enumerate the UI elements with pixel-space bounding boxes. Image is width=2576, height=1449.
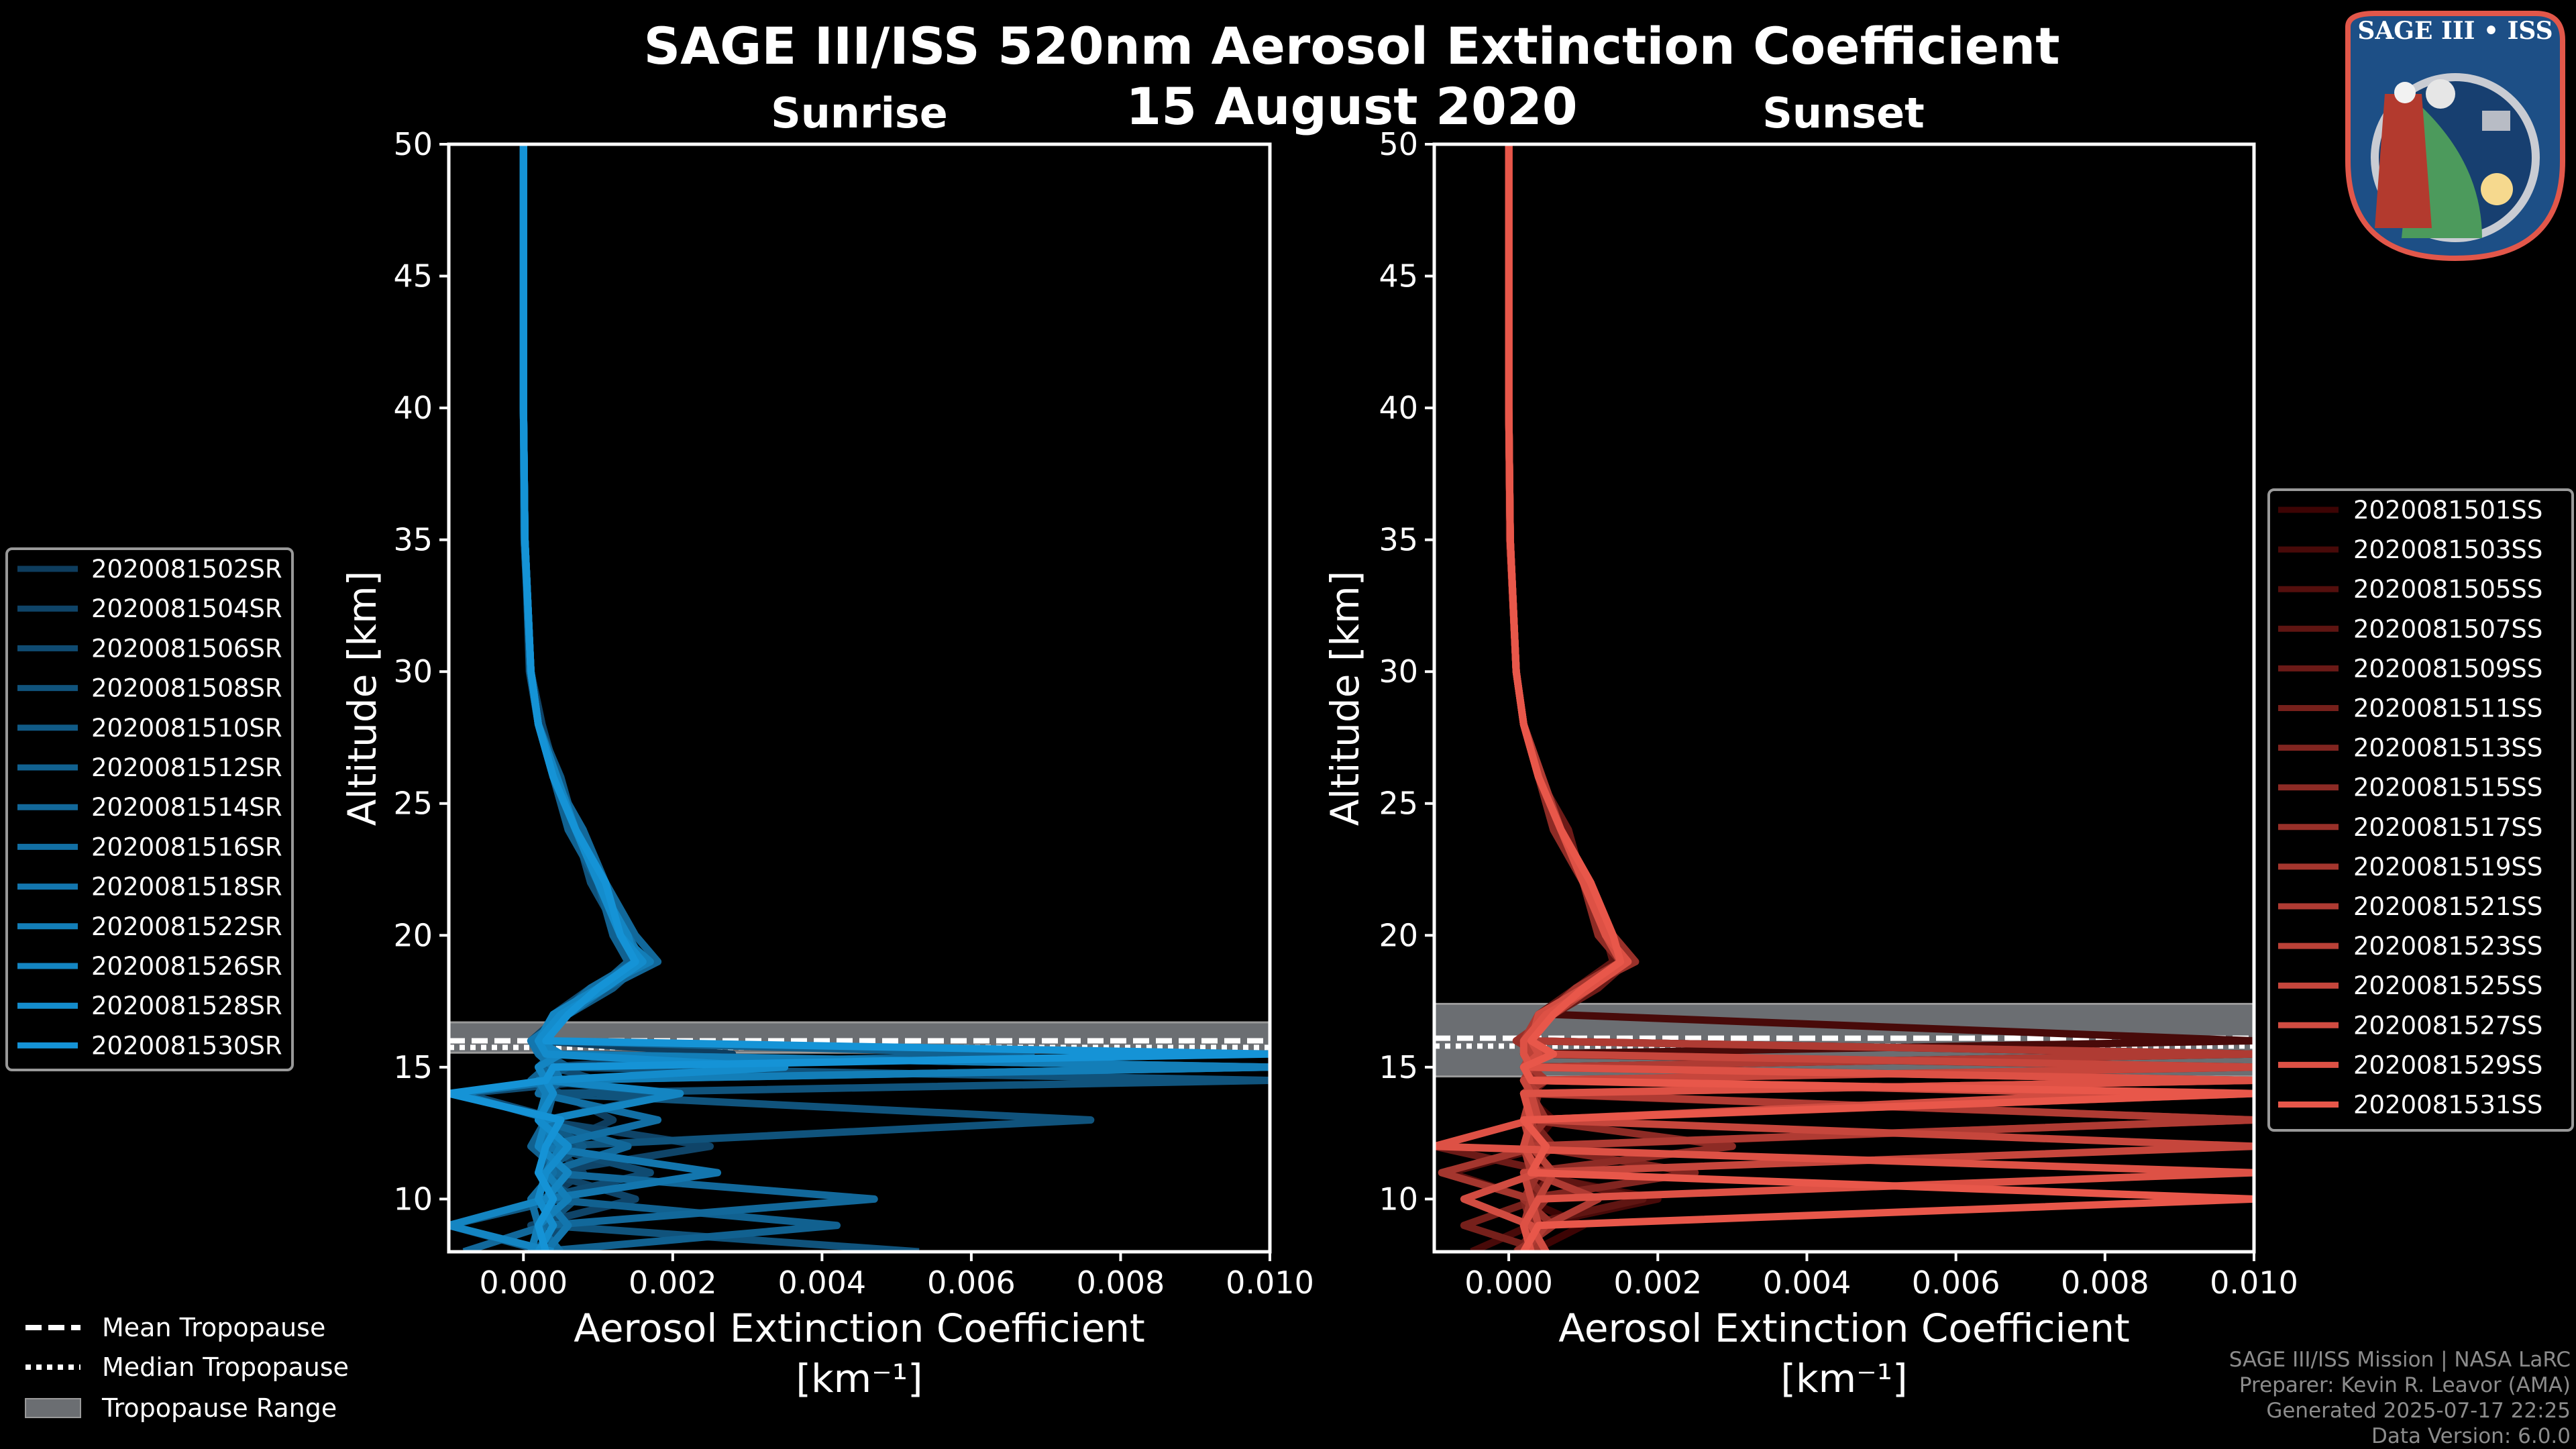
legend-label: 2020081523SS [2353, 932, 2542, 961]
legend-label: 2020081510SR [91, 714, 282, 743]
legend-label: 2020081501SS [2353, 496, 2542, 525]
sunset-panel: 0.000 0.002 0.004 0.006 0.008 0.010 10 15 20 25 30… [1379, 126, 2298, 1301]
sunset-panel-title: Sunset [1762, 89, 1925, 138]
legend-label: 2020081517SS [2353, 813, 2542, 842]
tropopause-range-label: Tropopause Range [101, 1393, 337, 1423]
legend-label: 2020081521SS [2353, 892, 2542, 921]
sunrise-panel-title: Sunrise [771, 89, 948, 138]
legend-label: 2020081527SS [2353, 1011, 2542, 1040]
y-tick-label: 35 [1379, 522, 1418, 558]
legend-label: 2020081530SR [91, 1031, 282, 1060]
legend-label: 2020081529SS [2353, 1051, 2542, 1079]
sunset-ylabel: Altitude [km] [1322, 571, 1368, 826]
mean-tropopause-label: Mean Tropopause [102, 1313, 325, 1342]
legend-label: 2020081503SS [2353, 535, 2542, 564]
sunset-axes-frame [1432, 142, 2256, 1254]
footer-line: Data Version: 6.0.0 [2371, 1424, 2571, 1448]
y-tick-label: 10 [1379, 1181, 1418, 1217]
legend-label: 2020081507SS [2353, 614, 2542, 643]
x-tick-label: 0.000 [1464, 1265, 1553, 1301]
sunrise-xunit: [km⁻¹] [796, 1356, 922, 1401]
svg-text:SAGE III • ISS: SAGE III • ISS [2357, 17, 2553, 45]
x-tick-label: 0.010 [2210, 1265, 2298, 1301]
x-tick-label: 0.008 [2061, 1265, 2149, 1301]
sunrise-panel: 0.000 0.002 0.004 0.006 0.008 0.010 10 15 20 25 30… [393, 126, 1313, 1301]
x-tick-label: 0.010 [1226, 1265, 1314, 1301]
x-tick-label: 0.002 [629, 1265, 717, 1301]
y-tick-label: 30 [393, 653, 433, 690]
sunset-legend: 2020081501SS 2020081503SS 2020081505SS 2020… [2267, 488, 2574, 1132]
legend-label: 2020081513SS [2353, 734, 2542, 763]
x-tick-label: 0.000 [479, 1265, 568, 1301]
median-tropopause-label: Median Tropopause [102, 1352, 349, 1382]
y-tick-label: 25 [393, 786, 433, 822]
y-tick-label: 25 [1379, 786, 1418, 822]
legend-label: 2020081531SS [2353, 1091, 2542, 1120]
legend-label: 2020081514SR [91, 793, 282, 822]
y-tick-label: 15 [393, 1049, 433, 1085]
x-tick-label: 0.004 [778, 1265, 867, 1301]
legend-label: 2020081526SR [91, 952, 282, 981]
y-tick-label: 40 [1379, 390, 1418, 426]
x-tick-label: 0.006 [1912, 1265, 2000, 1301]
profile-2020081531SS [1505, 144, 2254, 1252]
legend-label: 2020081518SR [91, 873, 282, 902]
sunset-xlabel: Aerosol Extinction Coefficient [1558, 1305, 2130, 1351]
footer-credits: SAGE III/ISS Mission | NASA LaRC Prepare… [2229, 1348, 2571, 1448]
y-tick-label: 50 [1379, 126, 1418, 162]
x-tick-label: 0.008 [1077, 1265, 1165, 1301]
figure-date: 15 August 2020 [1126, 76, 1577, 136]
legend-label: 2020081502SR [91, 555, 282, 584]
x-tick-label: 0.006 [927, 1265, 1016, 1301]
legend-label: 2020081528SR [91, 991, 282, 1020]
y-tick-label: 20 [1379, 917, 1418, 953]
legend-label: 2020081522SR [91, 912, 282, 941]
figure-title: SAGE III/ISS 520nm Aerosol Extinction Co… [643, 16, 2059, 76]
legend-label: 2020081504SR [91, 594, 282, 623]
sunrise-legend: 2020081502SR 2020081504SR 2020081506SR 2020… [5, 547, 294, 1071]
legend-label: 2020081519SS [2353, 853, 2542, 881]
sunrise-ylabel: Altitude [km] [339, 571, 385, 826]
sunrise-xlabel: Aerosol Extinction Coefficient [574, 1305, 1145, 1351]
legend-label: 2020081511SS [2353, 694, 2542, 723]
y-tick-label: 50 [393, 126, 433, 162]
legend-label: 2020081505SS [2353, 575, 2542, 604]
sage-iss-mission-logo: SAGE III • ISS [2345, 11, 2565, 262]
footer-line: Generated 2025-07-17 22:25 [2266, 1399, 2571, 1423]
y-tick-label: 35 [393, 522, 433, 558]
legend-label: 2020081515SS [2353, 773, 2542, 802]
x-tick-label: 0.004 [1763, 1265, 1851, 1301]
y-tick-label: 45 [393, 258, 433, 294]
x-tick-label: 0.002 [1613, 1265, 1702, 1301]
legend-label: 2020081512SR [91, 753, 282, 782]
tropopause-range-swatch [25, 1398, 81, 1418]
footer-line: SAGE III/ISS Mission | NASA LaRC [2229, 1348, 2571, 1372]
tropopause-legend: Mean Tropopause Median Tropopause Tropop… [25, 1313, 349, 1423]
legend-label: 2020081509SS [2353, 654, 2542, 683]
y-tick-label: 30 [1379, 653, 1418, 690]
profile-2020081530SR [449, 144, 1270, 1252]
y-tick-label: 10 [393, 1181, 433, 1217]
y-tick-label: 15 [1379, 1049, 1418, 1085]
y-tick-label: 20 [393, 917, 433, 953]
legend-label: 2020081506SR [91, 634, 282, 663]
sunset-xunit: [km⁻¹] [1780, 1356, 1907, 1401]
y-tick-label: 40 [393, 390, 433, 426]
legend-label: 2020081525SS [2353, 971, 2542, 1000]
legend-label: 2020081508SR [91, 674, 282, 703]
legend-label: 2020081516SR [91, 833, 282, 861]
sunrise-axes-frame [447, 142, 1272, 1254]
footer-line: Preparer: Kevin R. Leavor (AMA) [2239, 1373, 2571, 1397]
y-tick-label: 45 [1379, 258, 1418, 294]
